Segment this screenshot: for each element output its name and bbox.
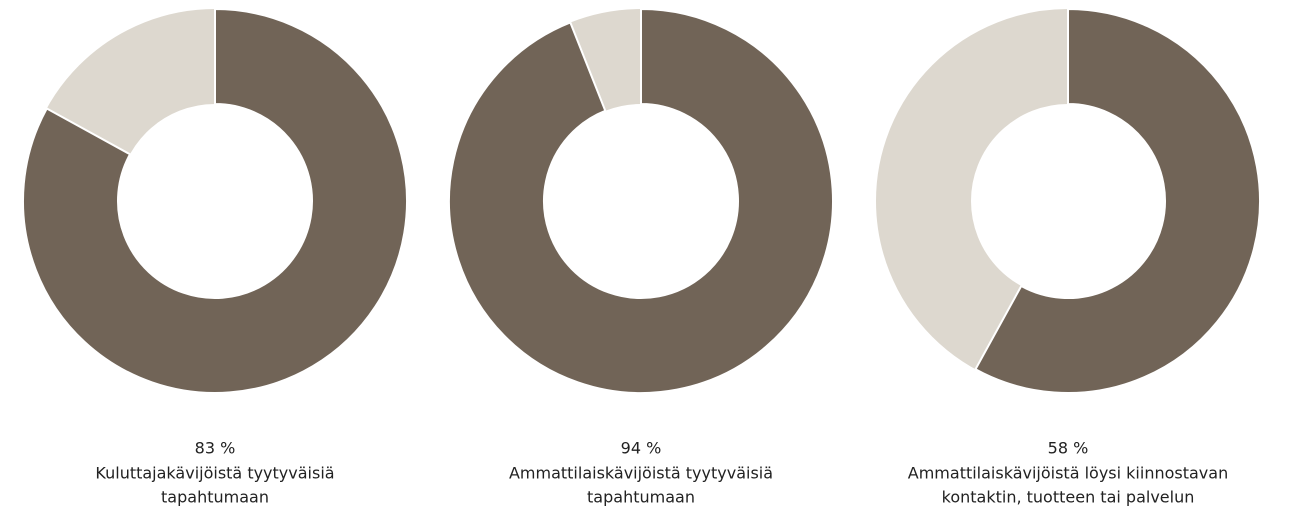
caption: Ammattilaiskävijöistä tyytyväisiä xyxy=(509,464,773,483)
value-label: 94 % xyxy=(621,439,662,458)
value-label: 83 % xyxy=(195,439,236,458)
caption: tapahtumaan xyxy=(587,488,695,507)
donut-segment xyxy=(448,7,834,394)
value-label: 58 % xyxy=(1048,439,1089,458)
caption: Kuluttajakävijöistä tyytyväisiä xyxy=(95,464,334,483)
donut-segment xyxy=(22,7,408,394)
donut-segment xyxy=(974,7,1261,394)
caption: Ammattilaiskävijöistä löysi kiinnostavan xyxy=(908,464,1228,483)
caption: kontaktin, tuotteen tai palvelun xyxy=(942,488,1195,507)
caption: tapahtumaan xyxy=(161,488,269,507)
